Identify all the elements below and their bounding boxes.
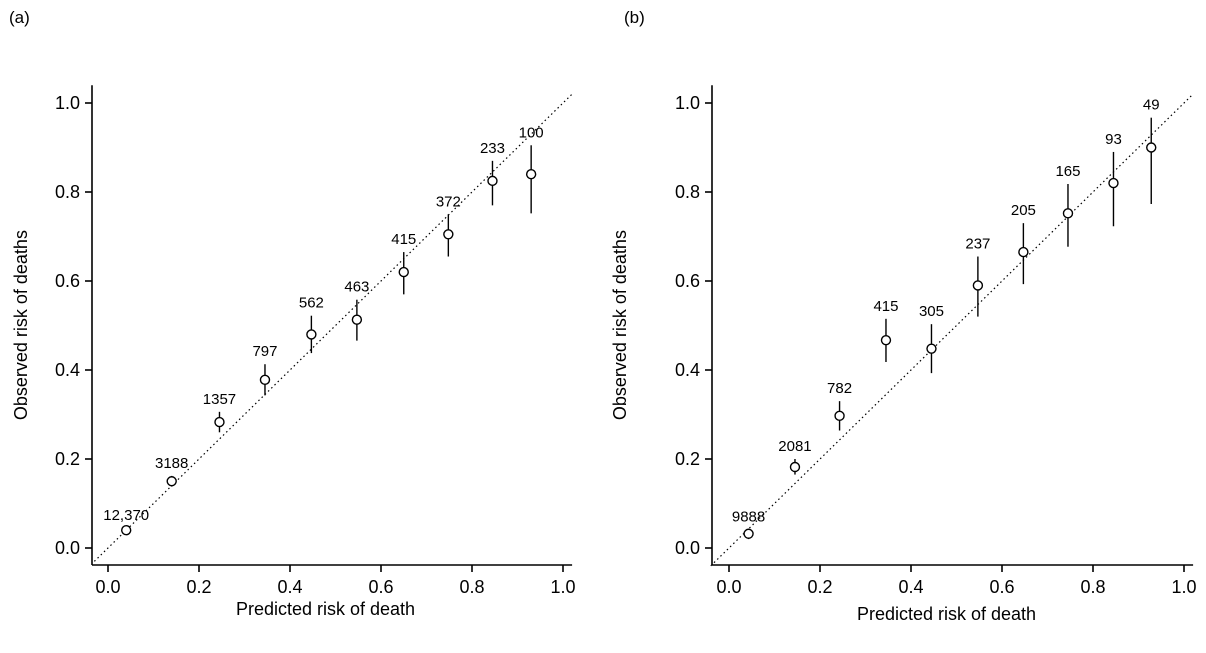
count-label: 12,370	[103, 507, 149, 524]
x-tick-label: 0.4	[898, 577, 923, 597]
panel-label-b: (b)	[624, 8, 645, 27]
data-point	[398, 266, 409, 278]
x-tick-label: 0.6	[368, 577, 393, 597]
y-tick-label: 0.8	[55, 182, 80, 202]
data-point	[1146, 142, 1157, 153]
data-point	[926, 343, 937, 354]
data-point	[120, 525, 132, 536]
x-tick-label: 0.8	[459, 577, 484, 597]
count-label: 1357	[203, 391, 236, 408]
y-tick-label: 0.0	[55, 538, 80, 558]
count-label: 415	[391, 231, 416, 248]
x-tick-label: 0.4	[277, 577, 302, 597]
data-point	[972, 280, 984, 291]
reference-line	[710, 93, 1194, 567]
count-label: 49	[1143, 97, 1160, 114]
x-tick-label: 1.0	[1171, 577, 1196, 597]
data-point	[525, 168, 537, 180]
y-axis-title: Observed risk of deaths	[610, 230, 630, 420]
count-label: 562	[299, 295, 324, 312]
data-point	[351, 314, 363, 325]
data-point	[834, 410, 845, 422]
x-tick-label: 0.0	[95, 577, 120, 597]
y-tick-label: 1.0	[55, 93, 80, 113]
y-tick-label: 1.0	[675, 93, 700, 113]
count-label: 2081	[778, 438, 811, 455]
x-tick-label: 1.0	[550, 577, 575, 597]
count-label: 237	[965, 236, 990, 253]
data-point	[1062, 208, 1074, 219]
count-label: 9888	[732, 508, 765, 525]
y-tick-label: 0.6	[675, 271, 700, 291]
data-point	[789, 461, 801, 473]
chart-panel-b: 0.0 0.2 0.4 0.6 0.8 1.0 0.0 0.2 0.4 0.6 0.8 1.0 Pred…	[610, 85, 1197, 624]
x-tick-label: 0.8	[1080, 577, 1105, 597]
data-point	[743, 528, 754, 539]
chart-panel-a: 0.0 0.2 0.4 0.6 0.8 1.0 0.0 0.2 0.4 0.6 0.8 1.0 Pred…	[11, 85, 576, 619]
count-label: 782	[827, 380, 852, 397]
reference-line	[93, 93, 573, 562]
data-point	[306, 329, 317, 340]
data-point	[880, 334, 892, 346]
y-axis-title: Observed risk of deaths	[11, 230, 31, 420]
y-tick-label: 0.2	[55, 449, 80, 469]
data-point	[1018, 246, 1029, 258]
y-tick-label: 0.2	[675, 449, 700, 469]
data-point	[487, 175, 498, 187]
count-label: 93	[1105, 131, 1122, 148]
y-tick-label: 0.8	[675, 182, 700, 202]
count-label: 372	[436, 193, 461, 210]
data-point	[214, 416, 225, 428]
x-tick-label: 0.2	[807, 577, 832, 597]
count-label: 415	[873, 298, 898, 315]
y-tick-label: 0.0	[675, 538, 700, 558]
panel-label-a: (a)	[9, 8, 30, 27]
count-label: 233	[480, 140, 505, 157]
y-tick-label: 0.6	[55, 271, 80, 291]
y-tick-label: 0.4	[55, 360, 80, 380]
count-label: 205	[1011, 202, 1036, 219]
count-label: 797	[252, 343, 277, 360]
count-label: 165	[1055, 163, 1080, 180]
x-tick-label: 0.2	[186, 577, 211, 597]
data-point	[166, 476, 177, 487]
x-axis-title: Predicted risk of death	[857, 604, 1036, 624]
y-tick-label: 0.4	[675, 360, 700, 380]
count-label: 463	[344, 279, 369, 296]
data-point	[1108, 177, 1119, 189]
count-label: 305	[919, 303, 944, 320]
data-point	[443, 229, 454, 240]
count-label: 3188	[155, 455, 188, 472]
x-axis-title: Predicted risk of death	[236, 599, 415, 619]
x-tick-label: 0.0	[716, 577, 741, 597]
data-point	[259, 374, 271, 385]
x-tick-label: 0.6	[989, 577, 1014, 597]
count-label: 100	[519, 124, 544, 141]
